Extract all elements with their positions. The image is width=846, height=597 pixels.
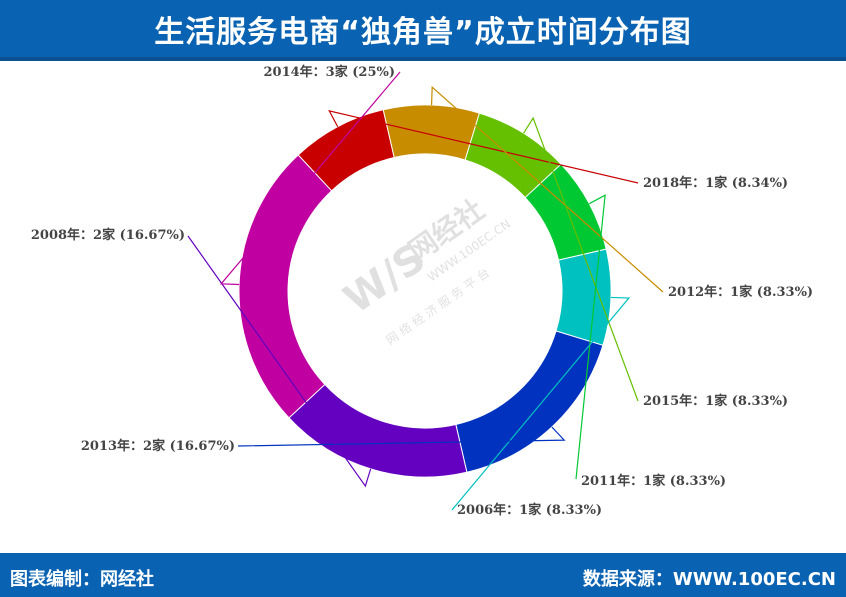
label-2018: 2018年：1家 (8.34%) — [643, 175, 788, 191]
slice-2013 — [455, 330, 604, 473]
slice-2006 — [555, 248, 612, 346]
leader-line-2011 — [575, 194, 606, 480]
slice-2014 — [238, 154, 333, 419]
labels-group: 2018年：1家 (8.34%) 2012年：1家 (8.33%) 2015年：1家… — [31, 64, 813, 518]
label-2015: 2015年：1家 (8.33%) — [643, 393, 788, 409]
label-2013: 2013年：2家 (16.67%) — [81, 438, 235, 454]
footer-source: 数据来源：WWW.100EC.CN — [582, 569, 836, 590]
slice-2012 — [382, 104, 481, 161]
chart-footer: 图表编制：网经社 数据来源：WWW.100EC.CN — [0, 553, 846, 597]
watermark: W/S 网经社 WWW.100EC.CN 网 络 经 济 服 务 平 台 — [336, 193, 513, 348]
donut-chart: W/S 网经社 WWW.100EC.CN 网 络 经 济 服 务 平 台 201… — [31, 64, 813, 518]
leader-line-2014 — [219, 71, 401, 286]
chart-title: 生活服务电商“独角兽”成立时间分布图 — [154, 14, 692, 50]
leader-line-2012 — [430, 85, 664, 293]
leader-line-2015 — [523, 116, 639, 402]
label-2006: 2006年：1家 (8.33%) — [457, 502, 602, 518]
footer-compiled-by: 图表编制：网经社 — [10, 569, 154, 590]
chart-header: 生活服务电商“独角兽”成立时间分布图 — [0, 0, 846, 61]
leader-line-2008 — [187, 235, 372, 488]
label-2012: 2012年：1家 (8.33%) — [668, 284, 813, 300]
leader-line-2013 — [237, 426, 566, 447]
slices-group — [238, 104, 612, 478]
label-2008: 2008年：2家 (16.67%) — [31, 227, 185, 243]
leader-line-2006 — [451, 296, 631, 511]
label-2011: 2011年：1家 (8.33%) — [581, 473, 726, 489]
leader-line-2018 — [328, 109, 639, 184]
slice-2008 — [288, 383, 468, 478]
label-2014: 2014年：3家 (25%) — [264, 64, 396, 80]
